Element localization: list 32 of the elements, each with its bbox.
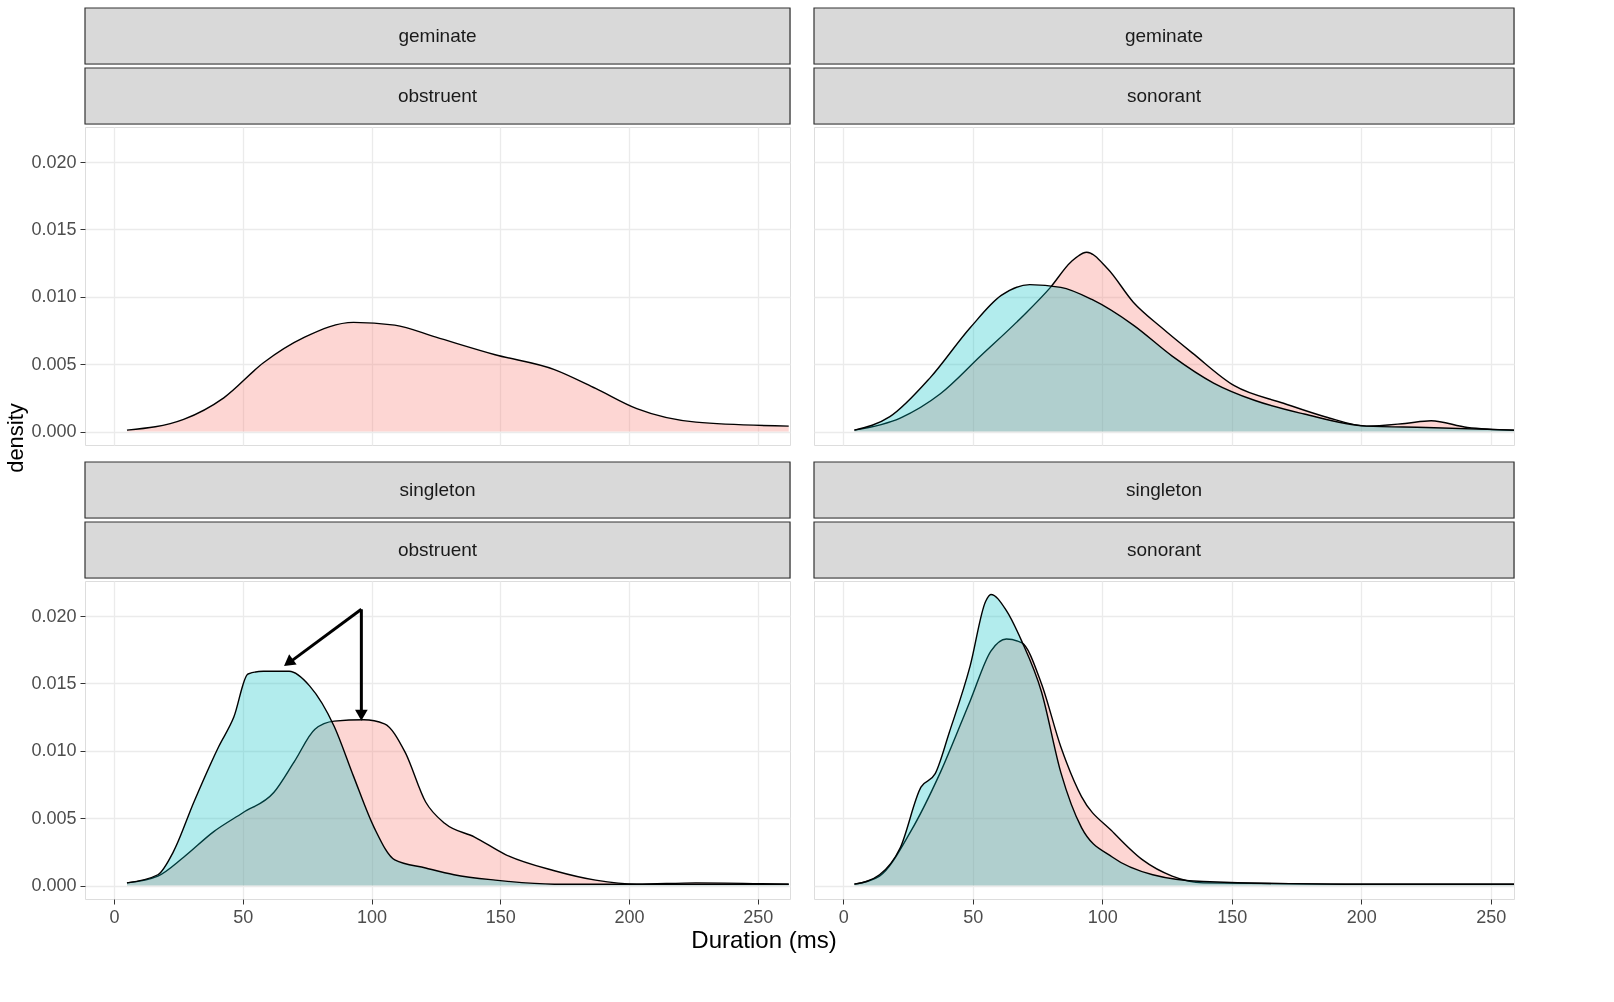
x-tick-label: 0 xyxy=(109,906,120,927)
chart-subtitle: sonorant xyxy=(1127,539,1202,560)
chart-subtitle: obstruent xyxy=(397,539,478,560)
x-tick-label: 250 xyxy=(743,906,774,927)
x-axis-title: Duration (ms) xyxy=(691,926,837,953)
y-tick-label: 0.005 xyxy=(31,807,77,828)
y-tick-label: 0.005 xyxy=(31,353,77,374)
y-tick-label: 0.015 xyxy=(31,218,77,239)
x-tick-label: 150 xyxy=(485,906,516,927)
x-tick-label: 150 xyxy=(1217,906,1248,927)
y-axis-title: density xyxy=(3,403,28,473)
chart-title: geminate xyxy=(398,25,477,46)
chart-title: singleton xyxy=(399,479,476,500)
x-tick-label: 50 xyxy=(963,906,984,927)
y-tick-label: 0.010 xyxy=(31,286,77,307)
y-tick-label: 0.010 xyxy=(31,740,77,761)
x-tick-label: 250 xyxy=(1476,906,1507,927)
x-tick-label: 200 xyxy=(614,906,645,927)
chart-subtitle: obstruent xyxy=(397,85,478,106)
x-tick-label: 200 xyxy=(1346,906,1377,927)
y-tick-label: 0.015 xyxy=(31,672,77,693)
x-tick-label: 50 xyxy=(233,906,254,927)
x-tick-label: 100 xyxy=(1087,906,1118,927)
y-tick-label: 0.020 xyxy=(31,605,77,626)
chart-title: geminate xyxy=(1124,25,1204,46)
x-tick-label: 0 xyxy=(838,906,849,927)
y-tick-label: 0.020 xyxy=(31,151,77,172)
y-tick-label: 0.000 xyxy=(31,421,77,442)
chart-subtitle: sonorant xyxy=(1127,85,1202,106)
chart-title: singleton xyxy=(1125,479,1203,500)
x-tick-label: 100 xyxy=(357,906,388,927)
y-tick-label: 0.000 xyxy=(31,875,77,896)
